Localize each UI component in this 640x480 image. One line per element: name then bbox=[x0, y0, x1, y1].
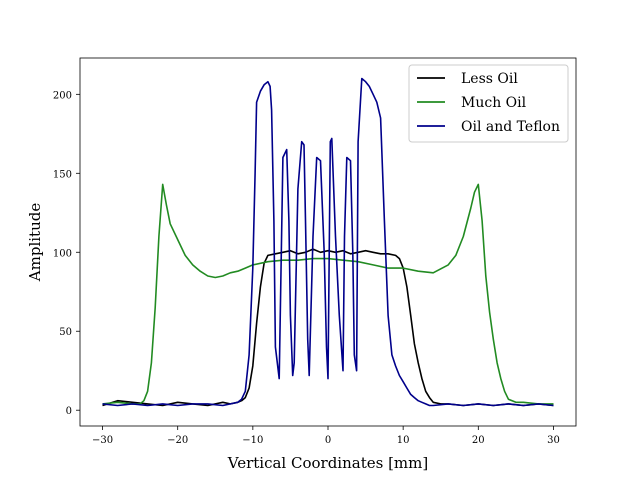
y-axis-ticks: 0 50 100 150 200 bbox=[53, 90, 80, 417]
legend-label-0: Less Oil bbox=[461, 71, 518, 87]
x-tick-label-5: 20 bbox=[472, 435, 485, 446]
x-tick-label-3: 0 bbox=[325, 435, 331, 446]
series-line-2 bbox=[102, 77, 554, 407]
y-tick-label-4: 200 bbox=[53, 90, 72, 101]
x-axis-label: Vertical Coordinates [mm] bbox=[227, 454, 428, 472]
x-tick-label-4: 10 bbox=[397, 435, 410, 446]
x-axis-ticks: −30 −20 −10 0 10 20 30 bbox=[92, 426, 560, 446]
legend-box bbox=[408, 64, 569, 143]
y-tick-label-3: 150 bbox=[53, 169, 72, 180]
y-axis-label: Amplitude bbox=[26, 203, 44, 283]
x-tick-label-6: 30 bbox=[547, 435, 560, 446]
legend: Less Oil Much Oil Oil and Teflon bbox=[408, 64, 569, 143]
legend-label-2: Oil and Teflon bbox=[461, 119, 560, 135]
y-tick-label-0: 0 bbox=[66, 406, 72, 417]
y-tick-label-1: 50 bbox=[59, 327, 72, 338]
x-tick-label-0: −30 bbox=[92, 435, 113, 446]
series-layer bbox=[102, 77, 554, 407]
y-tick-label-2: 100 bbox=[53, 248, 72, 259]
legend-label-1: Much Oil bbox=[461, 95, 527, 111]
x-tick-label-1: −20 bbox=[167, 435, 188, 446]
x-tick-label-2: −10 bbox=[242, 435, 263, 446]
